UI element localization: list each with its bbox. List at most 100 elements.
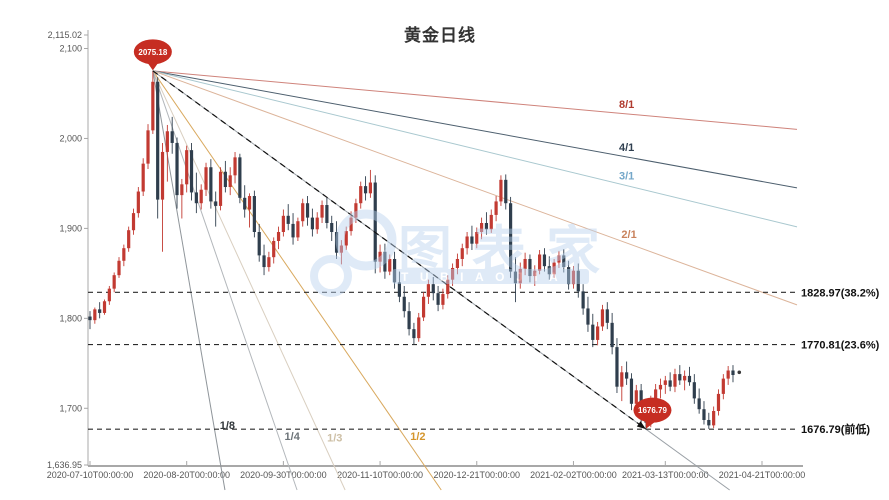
candle xyxy=(170,116,174,154)
candle xyxy=(470,225,474,250)
candle xyxy=(528,254,532,283)
y-axis-label: 1,900 xyxy=(59,223,82,233)
candle xyxy=(620,366,624,402)
candle xyxy=(189,142,194,201)
candle xyxy=(712,406,716,429)
candle xyxy=(363,176,368,201)
candle xyxy=(204,162,208,197)
candle xyxy=(716,389,721,416)
candle xyxy=(499,175,503,206)
candle xyxy=(325,197,329,229)
fib-levels: 1828.97(38.2%) 1770.81(23.6%) 1676.79(前低) xyxy=(88,287,880,436)
candle xyxy=(586,296,590,332)
candle xyxy=(228,167,232,196)
candle xyxy=(518,262,522,289)
candle xyxy=(538,249,542,275)
candle xyxy=(475,227,479,249)
candle xyxy=(407,302,411,336)
x-axis-label: 2021-04-21T00:00:00 xyxy=(719,470,806,480)
gann-line-1-2 xyxy=(152,70,442,491)
gann-label-2-1: 2/1 xyxy=(621,229,636,241)
candle xyxy=(721,374,725,400)
candles xyxy=(88,70,735,430)
axes: 2,115.02 2,100 2,000 1,900 1,800 1,700 1,636.9… xyxy=(47,30,806,480)
candle xyxy=(683,370,687,391)
candle xyxy=(504,174,508,210)
candle xyxy=(431,276,435,301)
gann-label-1-4: 1/4 xyxy=(285,431,301,443)
candle xyxy=(141,158,145,197)
gann-fan xyxy=(152,70,798,491)
candle xyxy=(368,169,373,198)
candle xyxy=(542,248,547,272)
candle xyxy=(315,212,319,234)
gann-label-4-1: 4/1 xyxy=(619,142,634,154)
x-axis-label: 2020-12-21T00:00:00 xyxy=(433,470,520,480)
candle xyxy=(591,313,595,348)
candle xyxy=(296,217,300,241)
candle xyxy=(581,284,585,315)
candle xyxy=(576,263,580,298)
candle xyxy=(320,200,324,224)
candle xyxy=(426,279,431,304)
candle xyxy=(156,77,160,219)
candle xyxy=(194,172,198,214)
candle xyxy=(214,191,218,227)
candle xyxy=(165,124,169,182)
watermark-en-text: TUBIAOJIA xyxy=(401,270,569,284)
watermark-strip xyxy=(392,269,589,284)
candle xyxy=(378,244,382,273)
candle xyxy=(673,368,677,393)
candle xyxy=(218,167,223,211)
candle xyxy=(615,338,619,393)
candle xyxy=(557,250,561,268)
candle xyxy=(209,159,213,209)
fib-level-label: 1828.97(38.2%) xyxy=(801,287,880,299)
candle xyxy=(252,190,256,238)
candle xyxy=(436,285,440,312)
high-marker-balloon: 2075.18 xyxy=(133,39,172,71)
candle xyxy=(281,209,285,237)
candle xyxy=(547,256,551,280)
candle xyxy=(112,272,116,293)
candle xyxy=(354,198,358,224)
candle xyxy=(330,215,334,241)
candle xyxy=(600,304,605,331)
trendline-dashed xyxy=(152,70,647,430)
candle xyxy=(455,253,460,275)
watermark-logo-small-icon xyxy=(310,255,352,297)
y-axis-label: 2,000 xyxy=(59,133,82,143)
candle xyxy=(223,160,227,193)
candle xyxy=(687,366,692,386)
candle xyxy=(310,208,314,237)
candle xyxy=(450,263,455,286)
candle xyxy=(489,209,493,233)
gann-line-1-3 xyxy=(152,70,346,491)
svg-text:1676.79: 1676.79 xyxy=(638,406,667,415)
candle xyxy=(257,223,261,262)
candle xyxy=(373,175,377,274)
candle xyxy=(199,184,203,210)
candle xyxy=(344,226,348,250)
candle xyxy=(185,145,189,193)
candle xyxy=(276,226,281,250)
candle xyxy=(479,217,484,240)
candle xyxy=(668,372,672,392)
candle xyxy=(267,251,271,272)
candle xyxy=(117,257,121,278)
last-price-dot xyxy=(737,370,742,375)
candle xyxy=(388,254,392,276)
candle xyxy=(88,311,92,330)
candle xyxy=(339,240,343,265)
gann-fan-labels: 8/1 4/1 3/1 2/1 1/2 1/3 1/4 1/8 xyxy=(220,99,637,445)
gann-label-8-1: 8/1 xyxy=(619,99,634,111)
x-axis-label: 2020-09-30T00:00:00 xyxy=(240,470,327,480)
candle xyxy=(552,258,556,278)
y-axis-label: 1,636.95 xyxy=(47,460,82,470)
candle xyxy=(146,124,150,170)
candle xyxy=(107,285,111,305)
gann-label-1-2: 1/2 xyxy=(410,431,425,443)
x-axis-label: 2020-08-20T00:00:00 xyxy=(143,470,230,480)
